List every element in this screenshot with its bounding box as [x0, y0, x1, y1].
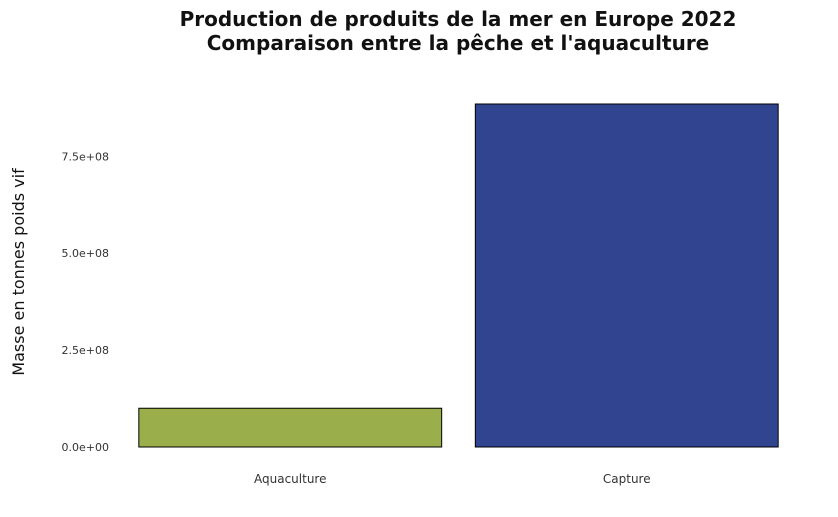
y-axis-ticks: 0.0e+00 2.5e+08 5.0e+08 7.5e+08: [62, 150, 109, 454]
bar-aquaculture: [138, 407, 443, 448]
bar-capture: [474, 103, 779, 448]
y-axis-label: Masse en tonnes poids vif: [9, 168, 28, 376]
y-tick-label-3: 7.5e+08: [62, 150, 109, 163]
y-tick-label-2: 5.0e+08: [62, 247, 109, 260]
y-tick-label-0: 0.0e+00: [62, 441, 109, 454]
bars-group: [138, 103, 779, 448]
x-category-label-aquaculture: Aquaculture: [254, 472, 326, 486]
x-category-label-capture: Capture: [603, 472, 651, 486]
chart-subtitle: Comparaison entre la pêche et l'aquacult…: [207, 31, 710, 55]
y-tick-label-1: 2.5e+08: [62, 344, 109, 357]
chart-title: Production de produits de la mer en Euro…: [180, 7, 737, 31]
x-axis-categories: Aquaculture Capture: [254, 472, 651, 486]
